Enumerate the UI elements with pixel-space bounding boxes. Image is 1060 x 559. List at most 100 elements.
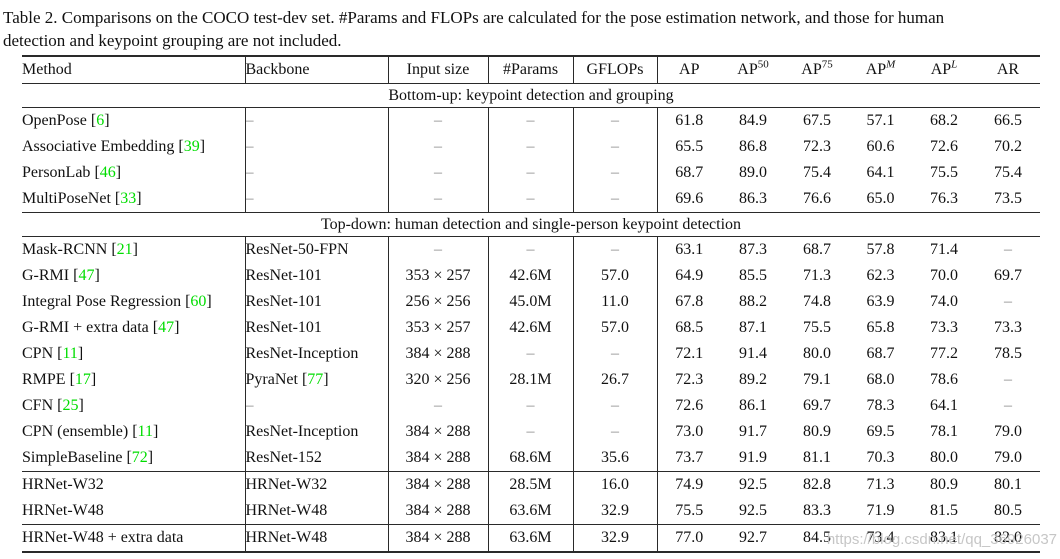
metric-ar-cell: 66.5 <box>994 112 1022 129</box>
table-caption: Table 2. Comparisons on the COCO test-de… <box>0 0 1060 52</box>
backbone-cell: – <box>245 134 389 160</box>
citation-number: 33 <box>120 190 137 207</box>
metric-ap75-cell: 67.5 <box>803 112 831 129</box>
input-size-cell: 384 × 288 <box>388 524 489 552</box>
metric-ap50-cell: 86.8 <box>739 138 767 155</box>
metric-ap-cell: 68.5 <box>675 319 704 336</box>
table-row: CPN (ensemble) [11] ResNet-Inception 384 ×… <box>22 419 1040 445</box>
method-cell: CPN [11] <box>22 341 246 367</box>
metric-ap75-cell: 74.8 <box>803 293 831 310</box>
input-size-cell: – <box>388 107 489 134</box>
metric-ar-cell: 73.5 <box>994 190 1022 207</box>
input-size-cell: – <box>388 160 489 186</box>
backbone-cell: ResNet-101 <box>245 263 389 289</box>
gflops-cell: – <box>573 160 658 186</box>
metric-apl-cell: 73.3 <box>930 319 958 336</box>
citation-number: 25 <box>62 397 79 414</box>
metric-ar-cell: 79.0 <box>994 449 1022 466</box>
metric-apl-cell: 78.1 <box>930 423 958 440</box>
metric-apm-cell: 68.7 <box>866 345 895 362</box>
backbone-cell: – <box>245 107 389 134</box>
input-size-cell: 384 × 288 <box>388 341 489 367</box>
params-cell: – <box>488 236 574 263</box>
empty-dash: – <box>526 112 535 129</box>
empty-dash: – <box>526 241 535 258</box>
input-size-cell: 384 × 288 <box>388 445 489 472</box>
metric-ap75-cell: 75.5 <box>803 319 831 336</box>
metric-ap50-cell: 92.7 <box>739 529 767 546</box>
empty-dash: – <box>1004 293 1012 310</box>
params-cell: – <box>488 134 574 160</box>
metric-ap75-cell: 82.8 <box>803 476 831 493</box>
metric-ap-cell: 69.6 <box>675 190 704 207</box>
metric-ar-cell: 79.0 <box>994 423 1022 440</box>
method-cell: G-RMI + extra data [47] <box>22 315 246 341</box>
col-header-sup: M <box>886 58 896 71</box>
metric-apl-cell: 80.9 <box>930 476 958 493</box>
metric-apm-cell: 65.0 <box>866 190 895 207</box>
gflops-cell: 26.7 <box>573 367 658 393</box>
table-row: Mask-RCNN [21] ResNet-50-FPN – – – 63.1 87.3 68… <box>22 236 1040 263</box>
citation-number: 47 <box>158 319 175 336</box>
metric-apl-cell: 75.5 <box>930 164 958 181</box>
watermark-url: https://blog.csdn.net/qq_36926037 <box>826 531 1057 548</box>
backbone-cell: ResNet-Inception <box>245 341 389 367</box>
col-header-gflops: GFLOPs <box>573 56 658 84</box>
metric-apl-cell: 77.2 <box>930 345 958 362</box>
params-cell: 63.6M <box>488 498 574 525</box>
empty-dash: – <box>1004 241 1012 258</box>
citation-number: 46 <box>99 164 116 181</box>
section-title: Top-down: human detection and single-per… <box>320 215 742 233</box>
table-row: G-RMI + extra data [47] ResNet-101 353 × 2… <box>22 315 1040 341</box>
empty-dash: – <box>245 190 254 207</box>
col-header-ap75: AP75 <box>801 58 833 78</box>
table-row: G-RMI [47] ResNet-101 353 × 257 42.6M 57.0 64… <box>22 263 1040 289</box>
col-header-apl: APL <box>930 58 958 78</box>
metric-ap-cell: 64.9 <box>675 267 704 284</box>
gflops-cell: 16.0 <box>573 471 658 498</box>
table-row: MultiPoseNet [33] – – – –69.6 86.3 76.6 65.0 76.… <box>22 186 1040 213</box>
gflops-cell: – <box>573 419 658 445</box>
citation-number: 47 <box>78 267 95 284</box>
empty-dash: – <box>245 138 254 155</box>
params-cell: 42.6M <box>488 263 574 289</box>
params-cell: – <box>488 341 574 367</box>
empty-dash: – <box>1004 397 1012 414</box>
col-header-ap50: AP50 <box>737 58 769 78</box>
gflops-cell: – <box>573 186 658 213</box>
metric-ar-cell: – <box>976 289 1040 315</box>
citation-number: 11 <box>62 345 78 362</box>
method-cell: CPN (ensemble) [11] <box>22 419 246 445</box>
table-row: RMPE [17] PyraNet [77] 320 × 256 28.1M 26.7 7… <box>22 367 1040 393</box>
method-cell: G-RMI [47] <box>22 263 246 289</box>
metric-ap-cell: 72.1 <box>675 345 704 362</box>
metric-ap75-cell: 80.0 <box>803 345 831 362</box>
method-cell: Integral Pose Regression [60] <box>22 289 246 315</box>
metric-apm-cell: 73.4 <box>866 529 895 546</box>
metric-ap-cell: 73.0 <box>675 423 704 440</box>
metric-apm-cell: 69.5 <box>866 423 895 440</box>
metric-apl-cell: 71.4 <box>930 241 958 258</box>
metric-ar-cell: 70.2 <box>994 138 1022 155</box>
input-size-cell: 384 × 288 <box>388 471 489 498</box>
metric-ap50-cell: 89.2 <box>739 371 767 388</box>
citation-number: 77 <box>307 371 324 388</box>
params-cell: 68.6M <box>488 445 574 472</box>
caption-line-2: detection and keypoint grouping are not … <box>3 31 342 50</box>
gflops-cell: 11.0 <box>573 289 658 315</box>
metric-ap-cell: 72.3 <box>675 371 704 388</box>
metric-ar-cell: 75.4 <box>994 164 1022 181</box>
backbone-cell: ResNet-152 <box>245 445 389 472</box>
method-cell: HRNet-W48 <box>22 498 246 525</box>
col-header-sup: 50 <box>757 58 769 71</box>
metric-ap-cell: 74.9 <box>675 476 704 493</box>
empty-dash: – <box>526 190 535 207</box>
table-row: CFN [25] – – – –72.6 86.1 69.7 78.3 64.1– <box>22 393 1040 419</box>
citation-number: 39 <box>183 138 200 155</box>
backbone-cell: PyraNet [77] <box>245 367 389 393</box>
params-cell: – <box>488 160 574 186</box>
params-cell: – <box>488 393 574 419</box>
gflops-cell: 32.9 <box>573 498 658 525</box>
backbone-cell: ResNet-101 <box>245 289 389 315</box>
empty-dash: – <box>611 241 619 258</box>
